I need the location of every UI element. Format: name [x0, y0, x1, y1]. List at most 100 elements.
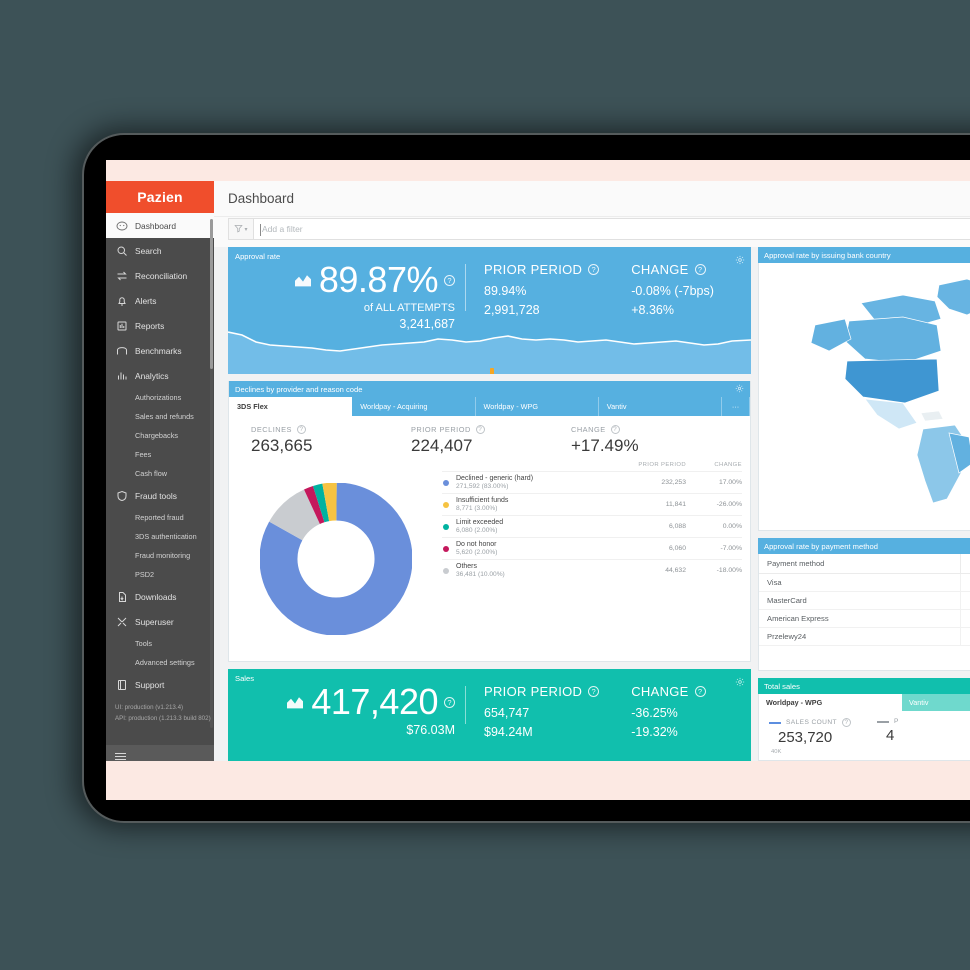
tab-worldpay-acquiring[interactable]: Worldpay - Acquiring	[352, 397, 476, 416]
sidebar-item-reconciliation[interactable]: Reconciliation	[106, 263, 214, 288]
tab-vantiv[interactable]: Vantiv	[598, 397, 722, 416]
brand-logo[interactable]: Pazien	[106, 181, 214, 213]
help-icon[interactable]: ?	[610, 425, 620, 434]
column-header-rate[interactable]: Rate	[960, 554, 970, 574]
help-icon[interactable]: ?	[588, 686, 600, 697]
payment-method-title: Approval rate by payment method	[764, 541, 878, 551]
legend-label: Do not honor	[456, 541, 497, 548]
sidebar-subitem-psd2[interactable]: PSD2	[106, 565, 214, 584]
text-caret	[260, 224, 261, 236]
sidebar: Pazien Dashboard Search Reconciliation	[106, 181, 214, 761]
filter-bar: ▾ Add a filter	[214, 217, 970, 247]
right-column: Approval rate by issuing bank country	[758, 247, 970, 761]
prior-period-count: 2,991,728	[484, 303, 540, 317]
sidebar-subitem-fraud-monitoring[interactable]: Fraud monitoring	[106, 546, 214, 565]
cell-payment-method: American Express	[759, 609, 961, 628]
legend-row[interactable]: Declined - generic (hard) 271,592 (83.00%…	[442, 471, 742, 493]
sales-settings-button[interactable]	[735, 674, 745, 692]
sidebar-subitem-cash-flow[interactable]: Cash flow	[106, 464, 214, 483]
sales-comparison: PRIOR PERIOD ? 654,747 $94.24M CHANG	[466, 684, 706, 744]
sidebar-item-downloads[interactable]: Downloads	[106, 584, 214, 609]
help-icon[interactable]: ?	[444, 274, 455, 286]
declines-settings-button[interactable]	[735, 384, 744, 395]
sidebar-subitem-tools[interactable]: Tools	[106, 634, 214, 653]
table-row[interactable]: Visa	[759, 573, 970, 592]
legend-prior: 6,060	[668, 545, 686, 552]
sales-value: 417,420	[311, 681, 438, 722]
sidebar-subitem-chargebacks[interactable]: Chargebacks	[106, 426, 214, 445]
help-icon[interactable]: ?	[588, 264, 600, 275]
dashed-line-swatch	[876, 720, 889, 723]
sidebar-subitem-reported-fraud[interactable]: Reported fraud	[106, 508, 214, 527]
help-icon[interactable]: ?	[694, 264, 706, 275]
book-icon	[115, 678, 128, 691]
column-header-payment-method[interactable]: Payment method	[759, 554, 961, 574]
sales-body: 417,420 ? $76.03M PRIOR PERIOD	[228, 669, 751, 744]
declines-donut-chart[interactable]	[229, 460, 442, 657]
sidebar-item-reports[interactable]: Reports	[106, 313, 214, 338]
stat-value: +17.49%	[571, 436, 639, 455]
help-icon[interactable]: ?	[444, 696, 455, 708]
tools-icon	[115, 615, 128, 628]
world-map[interactable]: 0	[759, 263, 970, 530]
change-count: +8.36%	[631, 303, 674, 317]
tab-3ds-flex[interactable]: 3DS Flex	[229, 397, 353, 416]
sidebar-item-alerts[interactable]: Alerts	[106, 288, 214, 313]
sidebar-scrollbar-track[interactable]	[210, 217, 213, 728]
help-icon[interactable]: ?	[296, 425, 306, 434]
download-icon	[115, 590, 128, 603]
sidebar-collapse-button[interactable]	[106, 745, 214, 761]
sidebar-item-label: Analytics	[135, 370, 169, 381]
sidebar-item-benchmarks[interactable]: Benchmarks	[106, 338, 214, 363]
legend-row[interactable]: Do not honor 5,620 (2.00%) 6,060 -7.00%	[442, 537, 742, 559]
cell-payment-method: Przelewy24	[759, 627, 961, 646]
y-axis-tick-label: 40K	[771, 749, 782, 755]
sidebar-subitem-authorizations[interactable]: Authorizations	[106, 388, 214, 407]
approval-rate-settings-button[interactable]	[735, 252, 745, 270]
tab-vantiv[interactable]: Vantiv	[902, 694, 970, 711]
sales-card-title: Sales	[235, 674, 254, 683]
help-icon[interactable]: ?	[475, 425, 485, 434]
legend-row[interactable]: Others 36,481 (10.00%) 44,632 -18.00%	[442, 559, 742, 581]
map-card-title: Approval rate by issuing bank country	[764, 250, 891, 260]
sidebar-item-support[interactable]: Support	[106, 672, 214, 697]
payment-method-table: Payment method Rate Visa	[759, 554, 970, 646]
change-label: CHANGE	[631, 262, 689, 277]
sidebar-subitem-fees[interactable]: Fees	[106, 445, 214, 464]
legend-row[interactable]: Limit exceeded 6,080 (2.00%) 6,088 0.00%	[442, 515, 742, 537]
change-count: -36.25%	[631, 706, 678, 720]
legend-header-prior: PRIOR PERIOD	[638, 462, 686, 468]
dashboard-content: Approval rate	[214, 247, 970, 761]
sidebar-subitem-label: Reported fraud	[135, 513, 184, 522]
prior-period-rate: 89.94%	[484, 284, 527, 298]
divider	[465, 264, 466, 311]
sidebar-item-fraud-tools[interactable]: Fraud tools	[106, 483, 214, 508]
sidebar-subitem-sales-and-refunds[interactable]: Sales and refunds	[106, 407, 214, 426]
legend-header-change: CHANGE	[714, 462, 742, 468]
sidebar-subitem-advanced-settings[interactable]: Advanced settings	[106, 653, 214, 672]
filter-input[interactable]: Add a filter	[254, 218, 970, 240]
tab-worldpay-wpg[interactable]: Worldpay - WPG	[475, 397, 599, 416]
tab-worldpay-wpg[interactable]: Worldpay - WPG	[759, 694, 902, 711]
help-icon[interactable]: ?	[841, 718, 851, 727]
sidebar-subitem-3ds-authentication[interactable]: 3DS authentication	[106, 527, 214, 546]
change-amount: -19.32%	[631, 725, 678, 739]
help-icon[interactable]: ?	[694, 686, 706, 697]
tab-more-button[interactable]: ···	[722, 397, 750, 416]
sidebar-item-label: Dashboard	[135, 220, 176, 231]
sidebar-item-dashboard[interactable]: Dashboard	[106, 213, 214, 238]
sidebar-item-superuser[interactable]: Superuser	[106, 609, 214, 634]
table-row[interactable]: Przelewy24	[759, 627, 970, 646]
sidebar-item-analytics[interactable]: Analytics	[106, 363, 214, 388]
approval-rate-primary: 89.87% ? of ALL ATTEMPTS 3,241,687	[228, 262, 465, 331]
approval-rate-value: 89.87%	[318, 259, 439, 300]
sidebar-scrollbar-thumb[interactable]	[210, 219, 213, 369]
sidebar-item-search[interactable]: Search	[106, 238, 214, 263]
solid-line-swatch	[769, 721, 781, 724]
filter-dropdown-button[interactable]: ▾	[228, 218, 254, 240]
sidebar-item-label: Reports	[135, 320, 165, 331]
table-row[interactable]: MasterCard	[759, 591, 970, 610]
table-row[interactable]: American Express	[759, 609, 970, 628]
legend-row[interactable]: Insufficient funds 8,771 (3.00%) 11,841 -…	[442, 493, 742, 515]
declines-card-header: Declines by provider and reason code	[229, 381, 750, 397]
